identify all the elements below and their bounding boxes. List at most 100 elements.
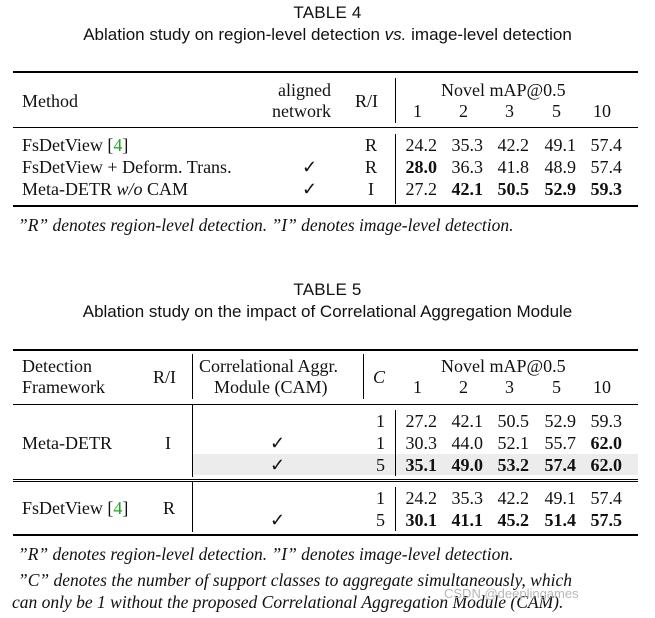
table5-g1-framework: Meta-DETR xyxy=(22,433,112,453)
table5-note-2: ”C” denotes the number of support classe… xyxy=(18,570,572,590)
table4-row3-check: ✓ xyxy=(302,179,318,199)
citation-link[interactable]: 4 xyxy=(113,498,123,518)
table4-row2-ri: R xyxy=(365,157,378,177)
value-cell: 36.3 xyxy=(451,157,484,177)
table5-header-c: C xyxy=(373,367,386,387)
value-cell: 44.0 xyxy=(451,433,484,453)
table4-header-aligned: aligned xyxy=(278,80,331,100)
table4-body-divider xyxy=(395,134,396,204)
table5-g2-divider-right xyxy=(395,487,396,531)
table5-header-divider-right xyxy=(363,354,364,399)
value-cell: 57.4 xyxy=(590,135,623,155)
value-cell: 52.1 xyxy=(497,433,530,453)
value-cell: 59.3 xyxy=(590,411,623,431)
table4-shot-10: 10 xyxy=(593,101,611,121)
table4-header-divider xyxy=(395,78,396,123)
watermark: CSDN @deeplingames xyxy=(444,586,579,601)
table5-header-cam-1: Correlational Aggr. xyxy=(199,356,338,376)
table4-row2-method: FsDetView + Deform. Trans. xyxy=(22,157,232,177)
table5-header-framework-2: Framework xyxy=(22,377,105,397)
value-cell: 35.1 xyxy=(405,455,438,475)
table5-g2-r2-check: ✓ xyxy=(270,510,286,530)
value-cell: 35.3 xyxy=(451,488,484,508)
value-cell: 35.3 xyxy=(451,135,484,155)
table5-g1-r2-c: 1 xyxy=(376,433,385,453)
table4-row1-ri: R xyxy=(365,135,378,155)
table4-shot-1: 1 xyxy=(413,101,422,121)
table4-label: TABLE 4 xyxy=(293,3,362,22)
table5-g2-ri: R xyxy=(163,498,176,518)
table4-top-rule xyxy=(13,71,638,73)
value-cell: 57.4 xyxy=(590,488,623,508)
table4-header-method: Method xyxy=(22,91,78,111)
table4-header-ri: R/I xyxy=(355,91,379,111)
table4-row2-check: ✓ xyxy=(302,157,318,177)
best-row-highlight xyxy=(193,454,638,475)
table4-row3-method: Meta-DETR w/o CAM xyxy=(22,179,189,199)
value-cell: 41.8 xyxy=(497,157,530,177)
value-cell: 51.4 xyxy=(544,510,577,530)
value-cell: 55.7 xyxy=(544,433,577,453)
value-cell: 49.0 xyxy=(451,455,484,475)
table5-header-framework-1: Detection xyxy=(22,356,92,376)
value-cell: 42.1 xyxy=(451,411,484,431)
value-cell: 62.0 xyxy=(590,455,623,475)
value-cell: 49.1 xyxy=(544,135,577,155)
table4-shot-5: 5 xyxy=(552,101,561,121)
value-cell: 59.3 xyxy=(590,179,623,199)
table5-bottom-rule xyxy=(13,534,638,536)
citation-link[interactable]: 4 xyxy=(113,135,123,155)
value-cell: 24.2 xyxy=(405,488,438,508)
table5-group-rule-2 xyxy=(13,481,638,482)
table5-title: Ablation study on the impact of Correlat… xyxy=(82,302,573,321)
table4-bottom-rule xyxy=(13,205,638,207)
table5-note-3: can only be 1 without the proposed Corre… xyxy=(12,592,564,612)
table4-shot-3: 3 xyxy=(505,101,514,121)
table5-label: TABLE 5 xyxy=(293,280,362,299)
value-cell: 45.2 xyxy=(497,510,530,530)
table4-row1-method: FsDetView [4] xyxy=(22,135,129,155)
value-cell: 42.1 xyxy=(451,179,484,199)
table5-shot-5: 5 xyxy=(552,377,561,397)
value-cell: 53.2 xyxy=(497,455,530,475)
table5-shot-10: 10 xyxy=(593,377,611,397)
value-cell: 52.9 xyxy=(544,411,577,431)
value-cell: 50.5 xyxy=(497,179,530,199)
value-cell: 24.2 xyxy=(405,135,438,155)
table5-top-rule xyxy=(13,349,638,351)
table5-g2-r1-c: 1 xyxy=(376,488,385,508)
value-cell: 57.5 xyxy=(590,510,623,530)
table5-shot-1: 1 xyxy=(413,377,422,397)
value-cell: 27.2 xyxy=(405,179,438,199)
table5-g2-framework: FsDetView [4] xyxy=(22,498,129,518)
table5-g1-divider-right xyxy=(395,410,396,476)
table5-g2-divider-left xyxy=(192,482,193,532)
table5-shot-2: 2 xyxy=(459,377,468,397)
table4-row3-ri: I xyxy=(368,179,374,199)
table5-g1-r2-check: ✓ xyxy=(270,433,286,453)
table5-header-novel: Novel mAP@0.5 xyxy=(441,356,566,376)
table5-g1-r1-c: 1 xyxy=(376,411,385,431)
value-cell: 48.9 xyxy=(544,157,577,177)
table5-g1-r3-c: 5 xyxy=(376,455,385,475)
table5-header-cam-2: Module (CAM) xyxy=(214,377,328,397)
table4-title: Ablation study on region-level detection… xyxy=(83,25,572,44)
value-cell: 30.1 xyxy=(405,510,438,530)
value-cell: 27.2 xyxy=(405,411,438,431)
table5-g1-r3-check: ✓ xyxy=(270,455,286,475)
table4-header-novel: Novel mAP@0.5 xyxy=(441,80,566,100)
value-cell: 57.4 xyxy=(544,455,577,475)
value-cell: 41.1 xyxy=(451,510,484,530)
table5-header-ri: R/I xyxy=(153,367,177,387)
value-cell: 49.1 xyxy=(544,488,577,508)
value-cell: 42.2 xyxy=(497,488,530,508)
value-cell: 42.2 xyxy=(497,135,530,155)
table5-note-1: ”R” denotes region-level detection. ”I” … xyxy=(18,544,514,564)
value-cell: 28.0 xyxy=(405,157,438,177)
table5-group-rule-1 xyxy=(13,479,638,480)
table5-g1-ri: I xyxy=(165,433,171,453)
value-cell: 57.4 xyxy=(590,157,623,177)
table4-header-network: network xyxy=(272,101,331,121)
table4-mid-rule xyxy=(13,127,638,128)
table5-shot-3: 3 xyxy=(505,377,514,397)
